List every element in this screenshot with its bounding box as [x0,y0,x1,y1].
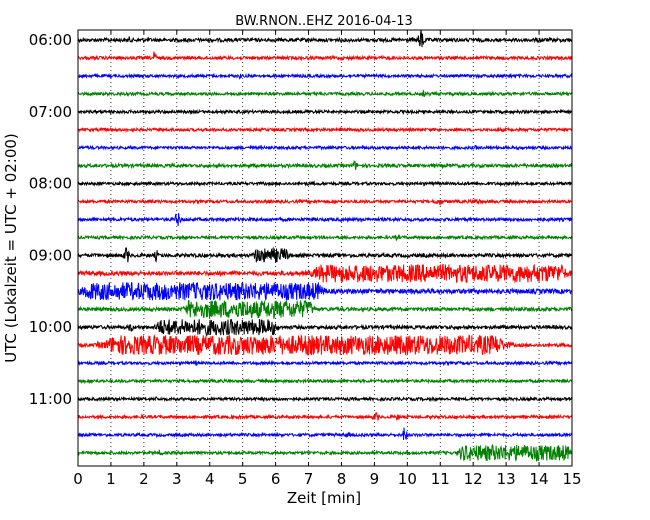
trace-row-5 [77,126,573,134]
trace-row-0 [77,30,573,48]
y-axis-label: UTC (Lokalzeit = UTC + 02:00) [2,133,20,363]
x-tick-label-1: 1 [106,470,116,488]
y-tick-label-09:00: 09:00 [29,246,72,264]
trace-row-16 [77,319,573,336]
x-tick-label-13: 13 [497,470,516,488]
y-tick-label-08:00: 08:00 [29,175,72,193]
x-tick-label-3: 3 [172,470,182,488]
trace-row-17 [77,333,573,357]
x-tick-label-4: 4 [205,470,215,488]
y-tick-label-06:00: 06:00 [29,31,72,49]
vertical-grid [110,30,540,466]
trace-row-13 [77,263,573,284]
trace-row-12 [77,246,573,263]
x-tick-label-12: 12 [464,470,483,488]
plot-border [77,29,573,467]
trace-row-10 [77,213,573,226]
trace-row-15 [77,299,573,319]
y-axis-ticks: 06:00 07:00 08:00 09:00 10:00 11:00 [29,31,572,408]
trace-row-18 [77,359,573,367]
trace-row-14 [77,281,573,302]
x-axis-label: Zeit [min] [287,489,361,507]
x-tick-label-8: 8 [337,470,347,488]
x-tick-label-14: 14 [530,470,549,488]
trace-row-2 [77,72,573,80]
trace-row-9 [77,197,573,207]
x-tick-label-9: 9 [370,470,380,488]
trace-row-22 [77,427,573,441]
x-tick-label-5: 5 [238,470,248,488]
x-tick-label-11: 11 [431,470,450,488]
x-tick-label-2: 2 [139,470,149,488]
trace-row-3 [77,89,573,98]
x-tick-label-7: 7 [304,470,314,488]
trace-row-11 [77,234,573,242]
trace-row-21 [77,411,573,422]
trace-row-1 [77,51,573,62]
traces [77,30,573,462]
x-tick-label-15: 15 [562,470,581,488]
y-tick-label-10:00: 10:00 [29,318,72,336]
x-tick-label-10: 10 [398,470,417,488]
chart-title: BW.RNON..EHZ 2016-04-13 [235,14,413,29]
plot-area [78,30,572,466]
trace-row-6 [77,144,573,152]
y-tick-label-11:00: 11:00 [29,390,72,408]
x-axis-ticks: 0 1 2 3 4 5 6 7 8 9 10 11 12 13 14 15 [73,30,582,488]
trace-row-19 [77,377,573,385]
trace-row-23 [77,444,573,462]
trace-row-8 [77,180,573,187]
y-tick-label-07:00: 07:00 [29,103,72,121]
x-tick-label-6: 6 [271,470,281,488]
trace-row-4 [77,108,573,116]
trace-row-20 [77,395,573,403]
trace-row-7 [77,159,573,170]
x-tick-label-0: 0 [73,470,83,488]
